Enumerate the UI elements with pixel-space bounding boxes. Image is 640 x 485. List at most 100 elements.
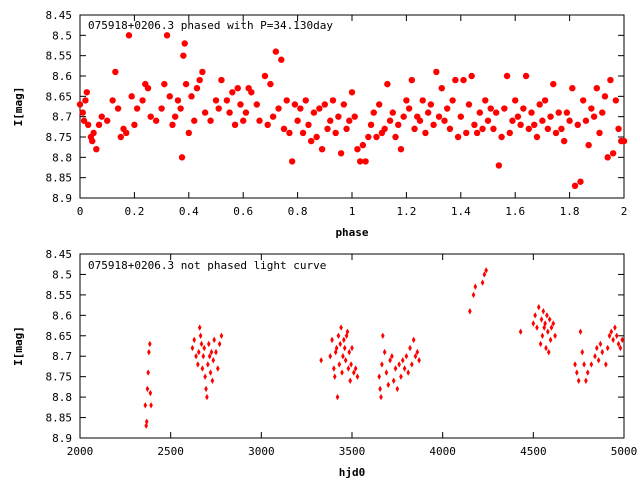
data-point — [240, 117, 247, 124]
data-point — [104, 117, 111, 124]
data-point — [422, 129, 429, 137]
data-point — [441, 117, 448, 124]
data-point — [582, 117, 590, 124]
data-point — [501, 105, 508, 112]
data-point — [348, 89, 356, 96]
data-point — [192, 336, 197, 344]
data-point — [305, 121, 312, 128]
data-point — [427, 101, 435, 108]
data-point — [181, 40, 188, 47]
data-point — [465, 101, 473, 108]
data-point — [473, 283, 478, 290]
y-tick-label: 8.55 — [46, 50, 73, 63]
data-point — [577, 178, 584, 185]
data-point — [376, 101, 383, 108]
y-tick-label: 8.65 — [46, 90, 73, 103]
data-point — [480, 279, 485, 286]
data-point — [620, 336, 625, 344]
data-point — [209, 348, 214, 356]
data-point — [604, 361, 608, 368]
data-point — [498, 133, 505, 141]
data-point — [600, 348, 605, 356]
data-point — [350, 344, 354, 352]
data-point — [533, 133, 541, 141]
data-point — [215, 105, 222, 112]
data-point — [547, 113, 554, 120]
data-point — [297, 105, 304, 112]
data-point — [574, 121, 581, 128]
data-point — [533, 312, 537, 319]
data-point — [544, 125, 552, 133]
x-tick-label: 1 — [349, 205, 356, 218]
data-point — [194, 353, 198, 360]
data-point — [406, 369, 411, 376]
data-point — [308, 137, 315, 145]
data-point — [601, 93, 609, 100]
data-point — [402, 365, 407, 372]
data-point — [196, 361, 200, 368]
data-point — [433, 68, 440, 76]
data-point — [506, 129, 513, 137]
y-tick-label: 8.7 — [52, 350, 72, 363]
data-point — [112, 68, 119, 76]
data-point — [199, 68, 206, 76]
data-point — [310, 109, 318, 116]
data-point — [607, 76, 614, 84]
data-point — [580, 348, 585, 356]
data-point — [569, 85, 576, 92]
data-point — [593, 353, 597, 360]
data-point — [598, 340, 603, 348]
data-point — [291, 101, 299, 108]
data-point — [457, 113, 464, 120]
data-point — [346, 117, 353, 124]
data-point — [196, 348, 201, 356]
data-point — [330, 336, 334, 344]
x-axis-title: hjd0 — [339, 466, 366, 479]
x-tick-label: 3500 — [339, 445, 366, 458]
data-point — [384, 369, 389, 376]
data-point — [261, 72, 269, 80]
data-point — [576, 377, 581, 384]
data-point — [345, 328, 350, 335]
data-point — [353, 365, 358, 372]
data-point — [444, 105, 451, 112]
data-point — [384, 80, 391, 88]
data-point — [264, 121, 271, 128]
data-point — [404, 353, 409, 360]
data-point — [430, 121, 437, 128]
data-point — [174, 97, 182, 104]
x-tick-label: 2500 — [157, 445, 184, 458]
data-point — [546, 328, 550, 335]
y-tick-label: 8.65 — [46, 330, 73, 343]
data-point — [395, 385, 400, 393]
data-point — [93, 146, 100, 153]
data-point — [133, 105, 141, 112]
data-point — [380, 361, 384, 368]
data-point — [207, 353, 212, 360]
data-point — [319, 357, 323, 364]
data-point — [128, 93, 135, 100]
data-point — [200, 365, 205, 372]
data-point — [193, 85, 201, 92]
data-point — [226, 109, 233, 116]
data-point — [185, 129, 192, 137]
data-point — [147, 348, 151, 356]
data-point — [337, 361, 342, 368]
data-point — [479, 125, 486, 133]
data-point — [546, 348, 551, 356]
data-point — [204, 385, 208, 393]
y-tick-label: 8.55 — [46, 289, 73, 302]
data-point — [340, 101, 348, 108]
data-point — [203, 373, 207, 380]
y-tick-label: 8.85 — [46, 172, 73, 185]
data-point — [541, 308, 546, 315]
data-point — [415, 348, 420, 356]
data-point — [547, 316, 552, 323]
data-point — [605, 344, 610, 352]
data-point — [219, 332, 224, 339]
x-tick-label: 0.6 — [233, 205, 253, 218]
y-tick-label: 8.45 — [46, 248, 73, 261]
data-point — [370, 109, 377, 116]
data-point — [416, 117, 424, 124]
data-point — [338, 340, 343, 348]
